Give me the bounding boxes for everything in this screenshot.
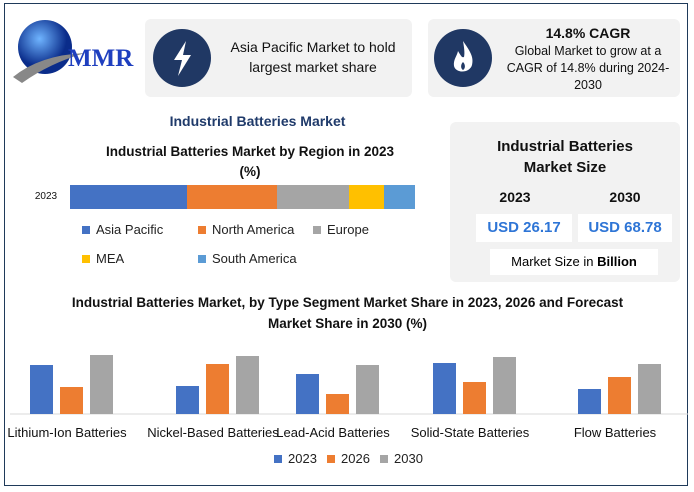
region-segment-mea (349, 185, 384, 209)
bar-2026-0 (60, 387, 83, 414)
size-note: Market Size in Billion (490, 249, 658, 275)
legend-item: North America (198, 222, 294, 237)
legend-item: Europe (313, 222, 369, 237)
bar-2023-1 (176, 386, 199, 414)
category-label: Solid-State Batteries (410, 425, 530, 440)
category-label: Lead-Acid Batteries (276, 425, 390, 440)
legend-swatch (82, 225, 90, 234)
bar-2023-3 (433, 363, 456, 414)
legend-item: 2023 (274, 451, 317, 466)
bar-2023-4 (578, 389, 601, 414)
legend-item: South America (198, 251, 297, 266)
legend-swatch (82, 254, 90, 263)
region-segment-south-america (383, 185, 415, 209)
value-2030: USD 68.78 (578, 214, 672, 242)
bar-2026-1 (206, 364, 229, 414)
category-label: Nickel-Based Batteries (147, 425, 279, 440)
bar-2030-4 (638, 364, 661, 414)
infographic-frame (4, 3, 688, 486)
legend-label: 2026 (341, 451, 370, 466)
legend-swatch (380, 454, 388, 463)
type-chart-title: Industrial Batteries Market, by Type Seg… (71, 295, 624, 331)
main-title: Industrial Batteries Market (169, 113, 346, 129)
type-chart (10, 355, 688, 415)
bar-2026-2 (326, 394, 349, 414)
legend-item: MEA (82, 251, 124, 266)
bar-2030-1 (236, 356, 259, 414)
bar-2023-2 (296, 374, 319, 414)
region-chart-title: Industrial Batteries Market by Region in… (105, 144, 395, 179)
bar-2030-0 (90, 355, 113, 414)
legend-label: South America (212, 251, 297, 266)
region-segment-asia-pacific (70, 185, 188, 209)
legend-label: 2030 (394, 451, 423, 466)
region-segment-north-america (187, 185, 277, 209)
highlight-card-region: Asia Pacific Market to hold largest mark… (145, 19, 412, 97)
legend-swatch (313, 225, 321, 234)
region-category-label: 2023 (34, 191, 58, 202)
legend-swatch (198, 254, 206, 263)
bar-2030-2 (356, 365, 379, 414)
legend-swatch (274, 454, 282, 463)
lightning-icon (153, 29, 211, 87)
bar-2023-0 (30, 365, 53, 414)
legend-swatch (327, 454, 335, 463)
legend-label: North America (212, 222, 295, 237)
legend-swatch (198, 225, 206, 234)
legend-label: MEA (96, 251, 125, 266)
value-2023: USD 26.17 (476, 214, 572, 242)
market-size-card: Industrial Batteries Market Size 2023 20… (450, 122, 680, 282)
flame-icon (434, 29, 492, 87)
highlight-card-cagr: 14.8% CAGR Global Market to grow at a CA… (428, 19, 680, 97)
legend-label: Asia Pacific (96, 222, 164, 237)
category-label: Flow Batteries (573, 425, 657, 440)
category-label: Lithium-Ion Batteries (7, 425, 127, 440)
region-stacked-bar (70, 185, 415, 209)
legend-item: 2026 (327, 451, 370, 466)
bar-2026-4 (608, 377, 631, 414)
legend-item: 2030 (380, 451, 423, 466)
region-segment-europe (276, 185, 350, 209)
legend-item: Asia Pacific (82, 222, 163, 237)
bar-2030-3 (493, 357, 516, 414)
mmr-logo: MMR (10, 15, 135, 85)
legend-label: 2023 (288, 451, 317, 466)
bar-2026-3 (463, 382, 486, 414)
legend-label: Europe (327, 222, 369, 237)
